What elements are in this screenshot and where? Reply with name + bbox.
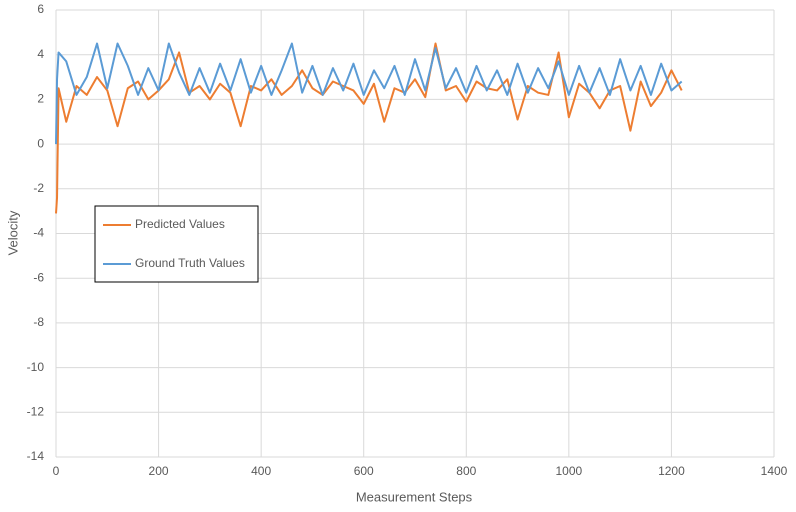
x-axis-label: Measurement Steps (356, 489, 473, 504)
x-tick-label: 1400 (761, 464, 788, 478)
x-tick-label: 200 (149, 464, 169, 478)
y-tick-label: 2 (37, 92, 44, 106)
y-tick-label: -10 (27, 360, 45, 374)
x-tick-label: 400 (251, 464, 271, 478)
legend-label: Ground Truth Values (135, 256, 245, 270)
y-tick-label: -8 (33, 315, 44, 329)
x-tick-label: 600 (354, 464, 374, 478)
legend-label: Predicted Values (135, 217, 225, 231)
x-tick-label: 800 (456, 464, 476, 478)
y-tick-label: 0 (37, 136, 44, 150)
series-line (55, 42, 683, 145)
x-tick-label: 1000 (556, 464, 583, 478)
y-tick-label: -4 (33, 226, 44, 240)
series-line (55, 42, 683, 214)
legend-box (94, 205, 259, 283)
y-tick-label: -14 (27, 449, 45, 463)
y-tick-label: 4 (37, 47, 44, 61)
y-tick-label: -12 (27, 404, 45, 418)
y-axis-label: Velocity (5, 210, 20, 255)
y-tick-label: 6 (37, 2, 44, 16)
x-tick-label: 1200 (658, 464, 685, 478)
x-tick-label: 0 (53, 464, 60, 478)
y-tick-label: -6 (33, 270, 44, 284)
y-tick-label: -2 (33, 181, 44, 195)
